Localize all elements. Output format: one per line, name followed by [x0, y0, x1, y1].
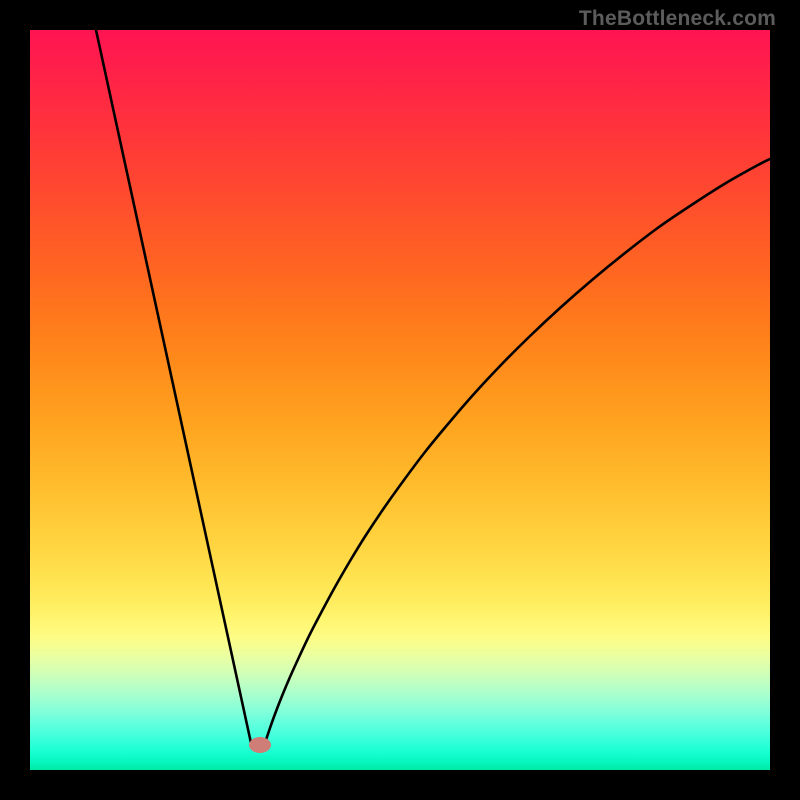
plot-svg: [30, 30, 770, 770]
minimum-marker: [249, 737, 271, 753]
watermark-text: TheBottleneck.com: [579, 7, 776, 31]
plot-area: [30, 30, 770, 770]
figure-root: TheBottleneck.com: [0, 0, 800, 800]
gradient-background: [30, 30, 770, 770]
